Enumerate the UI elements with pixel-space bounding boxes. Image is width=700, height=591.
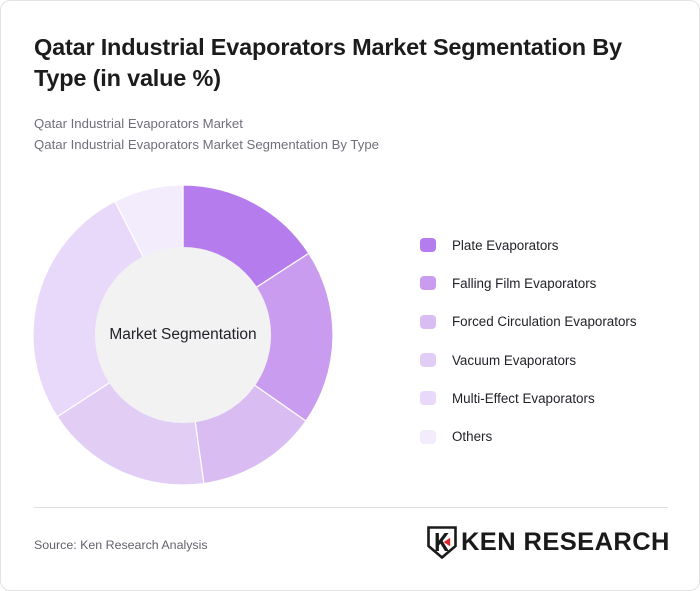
page-title: Qatar Industrial Evaporators Market Segm…: [34, 34, 622, 92]
legend-item[interactable]: Vacuum Evaporators: [420, 341, 682, 379]
legend-item-label: Others: [452, 429, 493, 445]
legend-item-label: Forced Circulation Evaporators: [452, 314, 637, 330]
legend-color-swatch: [420, 276, 436, 291]
legend-item[interactable]: Others: [420, 417, 682, 455]
chart-legend: Plate Evaporators Falling Film Evaporator…: [420, 226, 682, 456]
donut-chart: Market Segmentation: [33, 185, 333, 485]
donut-chart-svg: [33, 185, 333, 485]
ken-research-shield-icon: [427, 525, 457, 559]
legend-item-label: Vacuum Evaporators: [452, 352, 577, 368]
legend-item[interactable]: Forced Circulation Evaporators: [420, 303, 682, 341]
legend-item[interactable]: Plate Evaporators: [420, 226, 682, 264]
legend-item[interactable]: Multi-Effect Evaporators: [420, 379, 682, 417]
subtitle-block: Qatar Industrial Evaporators Market Qata…: [34, 113, 634, 156]
legend-item-label: Falling Film Evaporators: [452, 275, 597, 291]
legend-item-label: Multi-Effect Evaporators: [452, 390, 595, 406]
subtitle-segmentation: Qatar Industrial Evaporators Market Segm…: [34, 137, 379, 153]
legend-color-swatch: [420, 314, 436, 329]
legend-color-swatch: [420, 353, 436, 368]
legend-item[interactable]: Falling Film Evaporators: [420, 264, 682, 302]
legend-color-swatch: [420, 429, 436, 444]
subtitle-market-name: Qatar Industrial Evaporators Market: [34, 116, 243, 131]
brand-logo: KEN RESEARCH: [427, 525, 671, 559]
legend-color-swatch: [420, 391, 436, 406]
legend-color-swatch: [420, 238, 436, 253]
footer-divider: [34, 507, 668, 508]
source-note: Source: Ken Research Analysis: [34, 538, 208, 552]
donut-center-circle: [94, 246, 272, 424]
brand-logo-text: KEN RESEARCH: [461, 527, 671, 556]
legend-item-label: Plate Evaporators: [452, 237, 559, 253]
